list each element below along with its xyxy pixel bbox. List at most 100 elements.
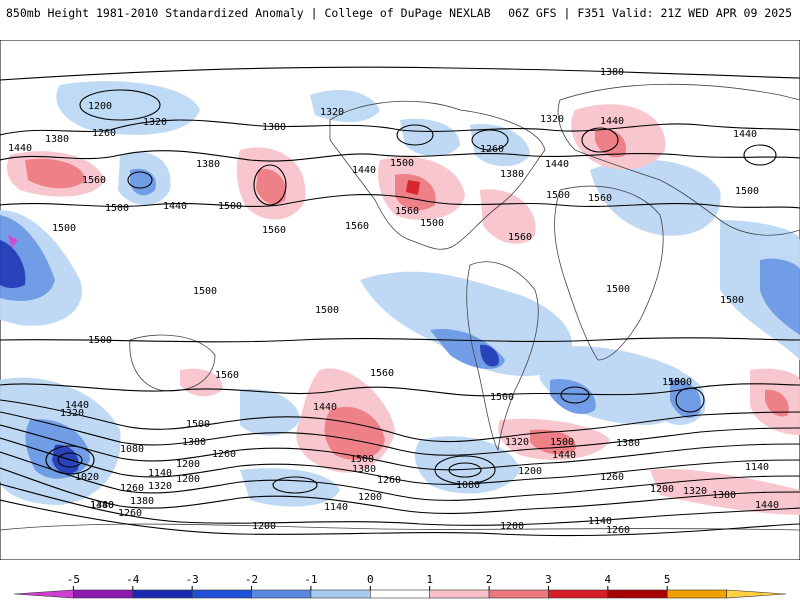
- contour-labels: 1380 1200 1320 1260 1440 1380 1560 1500 …: [8, 67, 779, 536]
- contour-label: 1380: [90, 500, 114, 511]
- contour-label: 1560: [215, 370, 239, 381]
- contour-label: 1440: [90, 500, 114, 511]
- contour-label: 1440: [755, 500, 779, 511]
- continent-outlines: [0, 83, 800, 531]
- height-contours: [0, 66, 800, 537]
- colorbar-swatch: [726, 589, 787, 599]
- contour-label: 1260: [118, 508, 142, 519]
- contour-label: 1140: [324, 502, 348, 513]
- colorbar-tick-label: -1: [304, 573, 317, 586]
- africa-outline: [554, 185, 664, 361]
- contour-line: [0, 399, 800, 443]
- contour-line: [0, 499, 800, 537]
- contour-label: 1320: [143, 117, 167, 128]
- contour-label: 1320: [683, 486, 707, 497]
- contour-closed: [253, 164, 287, 206]
- colorbar-swatches: [13, 589, 787, 599]
- colorbar-swatch: [251, 589, 312, 599]
- contour-label: 1500: [662, 377, 686, 388]
- eurasia-outline: [557, 83, 800, 236]
- anomaly-neg-1: [590, 159, 721, 236]
- anomaly-neg-3: [0, 240, 26, 289]
- colorbar-tick-label: -4: [126, 573, 140, 586]
- contour-label: 1260: [480, 144, 504, 155]
- anomaly-neg-1: [240, 468, 340, 507]
- contour-line: [0, 194, 800, 209]
- contour-label: 1500: [350, 454, 374, 465]
- contour-label: 1560: [345, 221, 369, 232]
- contour-label: 1440: [313, 402, 337, 413]
- contour-label: 1380: [616, 438, 640, 449]
- contour-label: 1380: [352, 464, 376, 475]
- contour-label: 1440: [65, 400, 89, 411]
- contour-line: [0, 437, 800, 485]
- anomaly-neg-2: [760, 258, 800, 335]
- anomaly-neg-1: [360, 271, 573, 376]
- contour-closed: [560, 386, 590, 404]
- anomaly-neg-1: [310, 90, 380, 122]
- colorbar-swatch: [310, 589, 371, 599]
- contour-label: 1380: [712, 490, 736, 501]
- contour-label: 1500: [720, 295, 744, 306]
- contour-label: 1140: [148, 468, 172, 479]
- contour-label: 1500: [550, 437, 574, 448]
- contour-label: 1320: [60, 408, 84, 419]
- anomaly-neg-1: [414, 436, 520, 494]
- contour-label: 1560: [588, 193, 612, 204]
- contour-label: 1200: [500, 521, 524, 532]
- contour-label: 1380: [196, 159, 220, 170]
- anomaly-neg-1: [240, 389, 300, 436]
- colorbar-tick-label: 5: [664, 573, 671, 586]
- contour-label: 1500: [193, 286, 217, 297]
- contour-label: 1200: [176, 474, 200, 485]
- australia-outline: [129, 334, 216, 392]
- contour-label: 1200: [650, 484, 674, 495]
- contour-label: 1080: [456, 480, 480, 491]
- contour-line: [0, 337, 800, 343]
- contour-label: 1500: [546, 190, 570, 201]
- contour-label: 1380: [130, 496, 154, 507]
- colorbar-tick-label: 4: [605, 573, 612, 586]
- anomaly-pos-2: [25, 158, 85, 189]
- anomaly-pos-2: [324, 406, 385, 460]
- contour-label: 1500: [420, 218, 444, 229]
- contour-label: 1500: [88, 335, 112, 346]
- contour-label: 1320: [505, 437, 529, 448]
- colorbar-swatch: [13, 589, 74, 599]
- contour-closed: [57, 452, 83, 468]
- contour-label: 1260: [92, 128, 116, 139]
- colorbar-swatch: [370, 589, 430, 599]
- colorbar-swatch: [666, 589, 727, 599]
- contour-label: 1200: [88, 101, 112, 112]
- colorbar-swatch: [132, 589, 193, 599]
- anomaly-neg-2: [550, 379, 596, 415]
- contour-label: 1560: [370, 368, 394, 379]
- colorbar-swatch: [429, 589, 490, 599]
- anomaly-map: 1380 1200 1320 1260 1440 1380 1560 1500 …: [0, 40, 800, 560]
- contour-line: [0, 467, 800, 515]
- contour-label: 1440: [600, 116, 624, 127]
- contour-closed: [396, 124, 434, 146]
- contour-label: 1560: [395, 206, 419, 217]
- contour-line: [0, 411, 800, 456]
- anomaly-neg-1: [470, 124, 530, 167]
- contour-label: 1560: [262, 225, 286, 236]
- contour-label: 1260: [120, 483, 144, 494]
- contour-line: [0, 150, 800, 162]
- contour-label: 1260: [377, 475, 401, 486]
- colorbar-tick-label: -2: [245, 573, 258, 586]
- contour-line: [0, 451, 800, 501]
- contour-label: 1500: [218, 201, 242, 212]
- contour-closed: [448, 462, 482, 478]
- contour-closed: [272, 476, 318, 494]
- contour-closed: [127, 171, 153, 189]
- anomaly-neg-2: [670, 379, 701, 419]
- contour-label: 1260: [600, 472, 624, 483]
- contour-label: 1380: [45, 134, 69, 145]
- contour-label: 1140: [588, 516, 612, 527]
- contour-label: 1500: [606, 284, 630, 295]
- contour-label: 1380: [262, 122, 286, 133]
- anomaly-neg-4: [8, 235, 18, 248]
- contour-label: 1380: [500, 169, 524, 180]
- contour-label: 1260: [606, 525, 630, 536]
